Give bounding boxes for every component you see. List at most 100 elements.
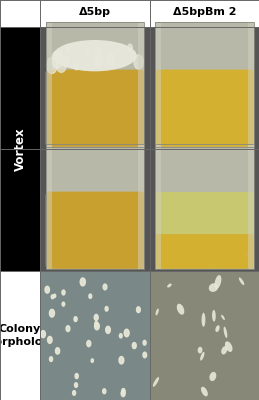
Circle shape [143,352,147,358]
Circle shape [121,390,125,397]
Text: Vortex: Vortex [13,127,27,171]
Circle shape [85,49,89,55]
Circle shape [66,326,70,332]
Bar [138,144,144,269]
Circle shape [75,374,78,379]
Text: Colony
morphology: Colony morphology [0,324,57,347]
Circle shape [62,302,65,306]
Bar [46,144,52,269]
Bar [155,192,254,234]
Circle shape [136,307,140,312]
Bar [150,27,259,149]
Ellipse shape [212,265,215,268]
Ellipse shape [239,278,244,285]
Circle shape [65,45,69,52]
FancyBboxPatch shape [155,234,254,269]
Ellipse shape [177,304,184,315]
Ellipse shape [247,265,250,268]
Circle shape [95,48,101,58]
Circle shape [94,314,98,320]
FancyBboxPatch shape [46,70,144,147]
Circle shape [134,55,143,69]
Circle shape [103,284,107,290]
Circle shape [89,294,92,298]
Circle shape [48,336,52,343]
Bar [46,22,52,147]
Ellipse shape [221,315,225,320]
Circle shape [73,391,76,395]
Circle shape [95,322,98,326]
Circle shape [124,329,129,337]
Circle shape [95,322,99,330]
Bar [46,144,144,269]
Bar [150,149,259,271]
Bar [40,271,150,400]
Text: before: before [0,82,42,95]
Circle shape [52,51,63,68]
Ellipse shape [167,284,172,288]
Circle shape [128,44,132,52]
Circle shape [107,53,115,66]
Circle shape [132,342,136,349]
Bar [46,144,144,269]
Bar [155,22,254,147]
Circle shape [45,286,49,293]
Circle shape [47,57,57,74]
Circle shape [74,62,79,70]
Bar [155,22,161,147]
Ellipse shape [225,341,233,352]
Ellipse shape [223,250,226,252]
Text: after: after [4,204,37,217]
Ellipse shape [214,275,221,289]
Circle shape [49,309,54,317]
Ellipse shape [156,308,159,315]
Circle shape [56,57,66,72]
Bar [155,144,254,269]
Circle shape [122,388,125,394]
Circle shape [74,317,77,322]
Circle shape [54,294,56,298]
Ellipse shape [202,313,205,327]
Circle shape [87,340,91,347]
Ellipse shape [215,325,220,332]
Circle shape [62,290,65,295]
Text: Δ5bp: Δ5bp [79,7,111,17]
FancyBboxPatch shape [46,192,144,269]
Text: Δ5bpBm 2: Δ5bpBm 2 [172,7,236,17]
FancyBboxPatch shape [155,70,254,147]
Bar [46,22,144,147]
Circle shape [103,389,106,394]
Bar [248,144,254,269]
Ellipse shape [53,40,137,71]
Circle shape [62,56,69,67]
Bar [155,144,254,269]
Ellipse shape [200,352,205,361]
Ellipse shape [209,283,218,292]
Bar [0,27,40,271]
Ellipse shape [212,310,216,322]
Circle shape [49,357,53,362]
Circle shape [75,383,77,387]
Bar [40,149,150,271]
Bar [248,22,254,147]
Ellipse shape [237,244,240,246]
Circle shape [106,326,110,334]
Ellipse shape [201,387,208,396]
Ellipse shape [221,346,227,354]
Ellipse shape [210,372,216,381]
Bar [46,22,144,147]
Bar [40,27,150,149]
Ellipse shape [224,327,227,338]
Circle shape [94,52,103,66]
Circle shape [119,356,124,364]
Circle shape [41,330,45,338]
Bar [138,22,144,147]
Ellipse shape [153,377,159,387]
Circle shape [91,359,93,362]
Bar [155,22,254,147]
Ellipse shape [245,252,251,257]
Circle shape [55,348,60,354]
Bar [150,271,259,400]
Bar [155,144,161,269]
Circle shape [143,340,146,345]
